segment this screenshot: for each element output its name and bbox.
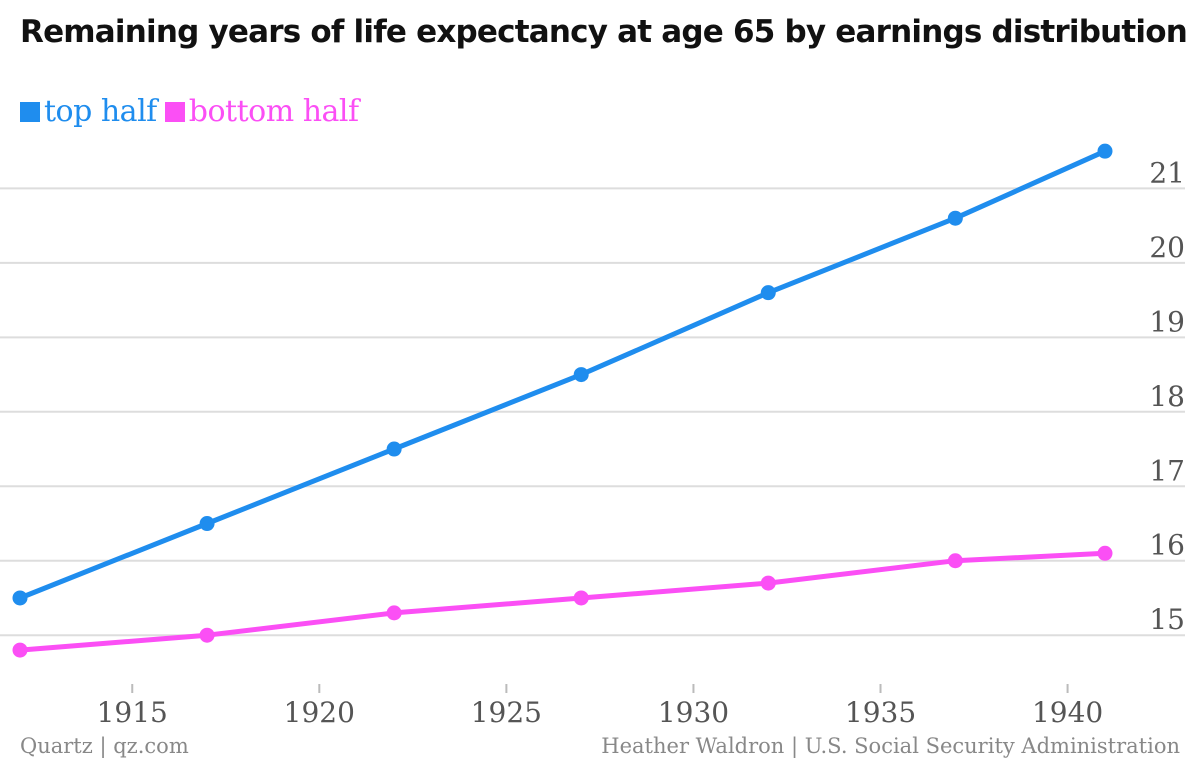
grid-lines [0,187,1185,637]
legend: top half bottom half [20,94,367,129]
point-top-half-1927 [573,367,589,383]
legend-swatch-top-half [20,101,40,122]
point-bottom-half-1912 [12,642,28,658]
point-bottom-half-1922 [386,605,402,621]
y-axis: 15 16 17 18 19 20 21 [1149,156,1185,636]
y-tick-label-20: 20 [1149,231,1185,264]
point-bottom-half-1927 [573,590,589,606]
footer-source-right: Heather Waldron | U.S. Social Security A… [601,734,1180,758]
series-line-top-half [17,148,1108,601]
x-tick-label-1915: 1915 [97,696,168,729]
legend-item-bottom-half: bottom half [164,94,359,129]
point-top-half-1917 [199,516,215,532]
y-tick-label-15: 15 [1149,603,1185,636]
series-lines [17,148,1108,653]
x-tick-label-1940: 1940 [1032,696,1103,729]
y-tick-label-18: 18 [1149,380,1185,413]
y-tick-label-21: 21 [1149,156,1185,189]
point-bottom-half-1932 [760,575,776,591]
chart-title: Remaining years of life expectancy at ag… [20,14,1188,50]
x-axis: 1915 1920 1925 1930 1935 1940 [97,684,1103,729]
x-tick-label-1920: 1920 [284,696,355,729]
y-tick-label-16: 16 [1149,529,1185,562]
legend-label-bottom-half: bottom half [188,94,359,129]
legend-swatch-bottom-half [164,101,185,122]
y-tick-label-19: 19 [1149,305,1185,338]
legend-item-top-half: top half [20,94,157,129]
y-tick-label-17: 17 [1149,454,1185,487]
footer-source-left: Quartz | qz.com [20,734,189,758]
point-top-half-1912 [12,590,28,606]
x-tick-label-1935: 1935 [845,696,916,729]
x-tick-label-1925: 1925 [471,696,542,729]
legend-label-top-half: top half [44,94,157,129]
series-points [12,143,1113,658]
point-top-half-1937 [947,210,963,226]
point-bottom-half-1941 [1097,545,1113,561]
point-bottom-half-1937 [947,553,963,569]
point-bottom-half-1917 [199,627,215,643]
point-top-half-1941 [1097,143,1113,159]
point-top-half-1922 [386,441,402,457]
x-tick-label-1930: 1930 [658,696,729,729]
point-top-half-1932 [760,285,776,301]
